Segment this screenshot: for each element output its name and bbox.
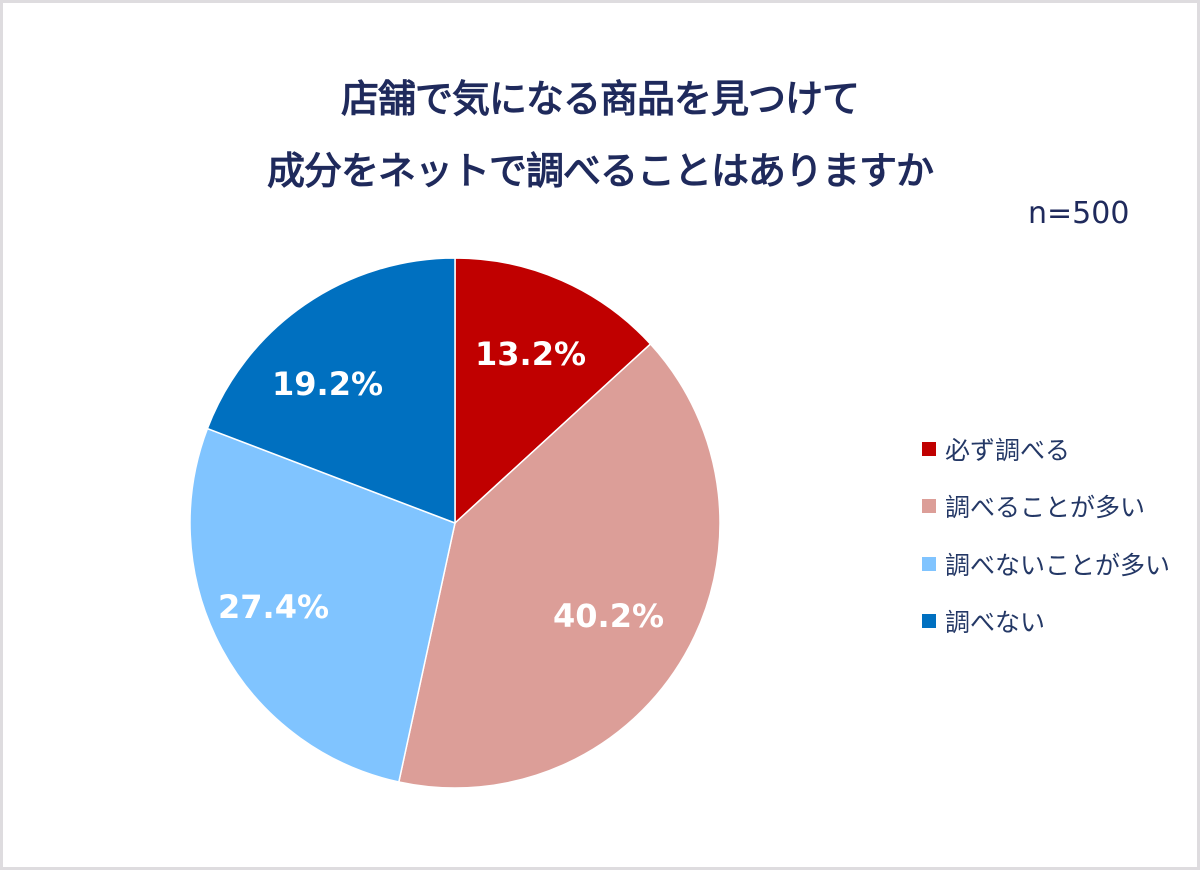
pie-slice-never	[206, 257, 456, 525]
legend-item-always: 必ず調べる	[922, 420, 1170, 478]
legend-item-often: 調べることが多い	[922, 478, 1170, 536]
legend-item-rarely: 調べないことが多い	[922, 535, 1170, 593]
pie-slice-rarely	[189, 427, 456, 783]
legend-item-never: 調べない	[922, 593, 1170, 651]
slice-label-always: 13.2%	[475, 335, 586, 373]
chart-title-line-2: 成分をネットで調べることはありますか	[266, 149, 934, 193]
pie-slice-always	[454, 257, 652, 525]
slice-label-rarely: 27.4%	[218, 588, 329, 626]
sample-size-label: n=500	[1028, 196, 1130, 231]
legend-swatch	[922, 499, 936, 514]
slice-label-often: 40.2%	[553, 597, 664, 635]
pie-slice-often	[397, 342, 721, 789]
legend-swatch	[922, 556, 936, 571]
legend-swatch	[922, 614, 936, 629]
legend-swatch	[922, 441, 936, 456]
slice-label-never: 19.2%	[272, 365, 383, 403]
chart-title-line-1: 店舗で気になる商品を見つけて	[340, 77, 860, 121]
legend: 必ず調べる 調べることが多い 調べないことが多い 調べない	[922, 420, 1170, 650]
